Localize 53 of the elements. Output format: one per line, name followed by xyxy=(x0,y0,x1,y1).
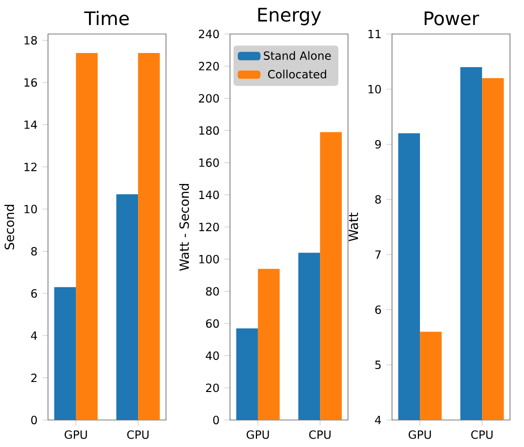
y-tick-label: 16 xyxy=(24,78,37,87)
y-tick-label: 220 xyxy=(198,62,219,70)
y-tick-label: 2 xyxy=(31,374,37,382)
y-tick-label: 7 xyxy=(375,250,381,259)
y-tick-label: 5 xyxy=(375,360,381,370)
y-tick-label: 8 xyxy=(31,246,37,256)
bar xyxy=(116,194,138,420)
x-tick-label: GPU xyxy=(64,430,87,439)
y-axis-title: Watt - Second xyxy=(179,184,189,271)
x-tick-label: CPU xyxy=(471,430,493,439)
bar xyxy=(258,268,280,420)
y-tick-label: 160 xyxy=(199,158,219,167)
y-tick-label: 80 xyxy=(206,287,219,296)
bar xyxy=(54,287,76,420)
y-tick-label: 4 xyxy=(30,332,37,340)
y-tick-label: 14 xyxy=(24,120,37,129)
y-tick-label: 180 xyxy=(199,126,219,135)
chart-title: Energy xyxy=(258,8,322,26)
bar xyxy=(298,252,320,420)
y-tick-label: 12 xyxy=(24,162,37,172)
legend-label: Stand Alone xyxy=(264,51,331,60)
bar xyxy=(76,52,98,420)
legend-label: Collocated xyxy=(268,70,326,78)
y-tick-label: 9 xyxy=(375,140,381,149)
y-tick-label: 18 xyxy=(24,36,37,45)
chart-title: Time xyxy=(84,10,129,26)
x-tick-label: GPU xyxy=(246,430,269,439)
y-tick-label: 240 xyxy=(198,30,219,38)
y-axis-title: Second xyxy=(4,204,14,250)
y-tick-label: 40 xyxy=(206,351,219,360)
chart-title: Power xyxy=(424,12,480,26)
x-tick-label: GPU xyxy=(408,430,431,439)
y-tick-label: 200 xyxy=(198,94,219,103)
bar xyxy=(320,132,342,420)
bar xyxy=(236,328,258,420)
y-tick-label: 100 xyxy=(199,254,219,264)
x-tick-label: CPU xyxy=(309,430,331,439)
y-tick-label: 20 xyxy=(206,384,219,392)
y-tick-label: 8 xyxy=(375,195,381,204)
y-tick-label: 140 xyxy=(199,190,219,200)
y-tick-label: 0 xyxy=(31,416,37,424)
y-tick-label: 11 xyxy=(368,30,381,38)
y-tick-label: 120 xyxy=(199,222,219,232)
y-tick-label: 4 xyxy=(375,416,381,424)
y-tick-label: 6 xyxy=(31,289,37,298)
y-tick-label: 60 xyxy=(206,319,219,328)
y-tick-label: 6 xyxy=(375,305,381,314)
bar xyxy=(138,52,160,420)
y-axis-title: Watt xyxy=(348,212,358,242)
y-tick-label: 0 xyxy=(213,416,219,424)
y-tick-label: 10 xyxy=(368,84,381,94)
x-tick-label: CPU xyxy=(127,430,149,439)
y-tick-label: 10 xyxy=(24,204,37,214)
